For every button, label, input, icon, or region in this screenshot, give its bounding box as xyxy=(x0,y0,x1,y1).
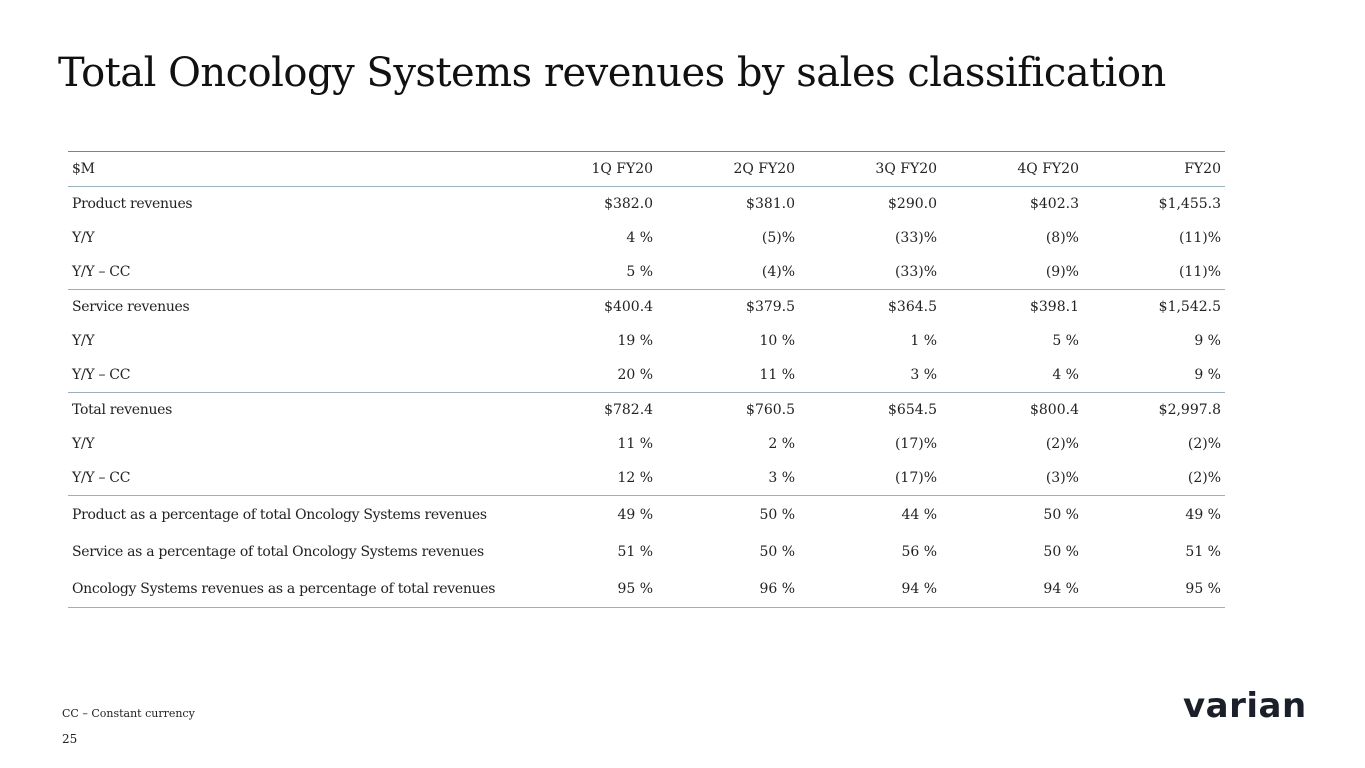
row-label: Product as a percentage of total Oncolog… xyxy=(72,506,487,523)
table-cell: 50 % xyxy=(759,543,796,560)
table-cell: (11)% xyxy=(1178,230,1221,246)
table-cell: (33)% xyxy=(894,230,938,246)
table-cell: 3 % xyxy=(910,367,938,383)
table-cell: (8)% xyxy=(1045,230,1079,246)
table-cell: $782.4 xyxy=(604,402,654,418)
slide-title: Total Oncology Systems revenues by sales… xyxy=(58,50,1166,96)
table-cell: 51 % xyxy=(1185,543,1221,560)
table-cell: $2,997.8 xyxy=(1158,402,1221,418)
table-cell: $364.5 xyxy=(888,299,938,315)
table-cell: 50 % xyxy=(1043,506,1079,523)
table-cell: (17)% xyxy=(894,470,938,486)
table-cell: (2)% xyxy=(1187,436,1221,452)
table-row: Total revenues $782.4 $760.5 $654.5 $800… xyxy=(68,392,1225,428)
table-cell: $402.3 xyxy=(1029,196,1079,212)
table-cell: 94 % xyxy=(901,580,938,597)
table-cell: 44 % xyxy=(901,506,938,523)
table-cell: 50 % xyxy=(1043,543,1079,560)
footnote: CC – Constant currency xyxy=(62,707,195,720)
table-cell: $400.4 xyxy=(604,299,654,315)
table-cell: $379.5 xyxy=(746,299,796,315)
table-row: Y/Y – CC 12 % 3 % (17)% (3)% (2)% xyxy=(68,461,1225,496)
table-cell: 11 % xyxy=(617,436,654,452)
table-cell: 12 % xyxy=(617,470,654,486)
table-cell: 2 % xyxy=(768,436,796,452)
row-label: Y/Y xyxy=(72,333,95,349)
row-label: Service revenues xyxy=(72,299,190,315)
row-label: Y/Y – CC xyxy=(72,470,131,486)
table-cell: 3 % xyxy=(768,470,796,486)
table-cell: 96 % xyxy=(759,580,796,597)
table-cell: $290.0 xyxy=(888,196,938,212)
table-cell: (11)% xyxy=(1178,264,1221,280)
table-cell: 49 % xyxy=(617,506,654,523)
table-cell: 4 % xyxy=(626,230,654,246)
table-cell: (2)% xyxy=(1045,436,1079,452)
row-label: Oncology Systems revenues as a percentag… xyxy=(72,580,496,597)
table-cell: (2)% xyxy=(1187,470,1221,486)
table-cell: 4 % xyxy=(1052,367,1079,383)
table-cell: $398.1 xyxy=(1029,299,1079,315)
table-cell: $760.5 xyxy=(746,402,796,418)
row-label: Y/Y – CC xyxy=(72,367,131,383)
revenue-table: $M 1Q FY20 2Q FY20 3Q FY20 4Q FY20 FY20 … xyxy=(68,151,1225,608)
table-cell: (17)% xyxy=(894,436,938,452)
table-cell: (9)% xyxy=(1045,264,1079,280)
row-label: Y/Y xyxy=(72,230,95,246)
table-cell: $1,542.5 xyxy=(1158,299,1221,315)
table-cell: $654.5 xyxy=(888,402,938,418)
header-cell-2q-fy20: 2Q FY20 xyxy=(733,161,796,177)
table-cell: 11 % xyxy=(759,367,796,383)
table-cell: 94 % xyxy=(1043,580,1079,597)
table-cell: 5 % xyxy=(626,264,654,280)
varian-logo: varian xyxy=(1183,686,1307,726)
table-header-row: $M 1Q FY20 2Q FY20 3Q FY20 4Q FY20 FY20 xyxy=(68,151,1225,187)
table-cell: 49 % xyxy=(1185,506,1221,523)
table-cell: 5 % xyxy=(1052,333,1079,349)
table-row: Product revenues $382.0 $381.0 $290.0 $4… xyxy=(68,187,1225,222)
table-row: Product as a percentage of total Oncolog… xyxy=(68,495,1225,534)
table-row: Y/Y 19 % 10 % 1 % 5 % 9 % xyxy=(68,324,1225,358)
table-cell: $382.0 xyxy=(604,196,654,212)
table-row: Service revenues $400.4 $379.5 $364.5 $3… xyxy=(68,289,1225,325)
table-row: Y/Y – CC 20 % 11 % 3 % 4 % 9 % xyxy=(68,358,1225,393)
table-row: Y/Y 11 % 2 % (17)% (2)% (2)% xyxy=(68,427,1225,461)
table-cell: (5)% xyxy=(761,230,796,246)
header-cell-fy20: FY20 xyxy=(1184,161,1221,177)
table-row: Y/Y – CC 5 % (4)% (33)% (9)% (11)% xyxy=(68,255,1225,290)
page-number: 25 xyxy=(62,732,78,746)
table-cell: 95 % xyxy=(617,580,654,597)
table-cell: 50 % xyxy=(759,506,796,523)
table-cell: $381.0 xyxy=(746,196,796,212)
row-label: Service as a percentage of total Oncolog… xyxy=(72,543,484,560)
table-cell: $1,455.3 xyxy=(1158,196,1221,212)
table-cell: 20 % xyxy=(617,367,654,383)
row-label: Total revenues xyxy=(72,402,173,418)
header-cell-4q-fy20: 4Q FY20 xyxy=(1017,161,1079,177)
table-cell: 9 % xyxy=(1194,333,1221,349)
table-cell: 95 % xyxy=(1185,580,1221,597)
header-cell-3q-fy20: 3Q FY20 xyxy=(875,161,938,177)
table-cell: (3)% xyxy=(1045,470,1079,486)
table-cell: 56 % xyxy=(901,543,938,560)
row-label: Y/Y – CC xyxy=(72,264,131,280)
table-cell: (33)% xyxy=(894,264,938,280)
table-cell: 51 % xyxy=(617,543,654,560)
table-cell: 10 % xyxy=(759,333,796,349)
table-cell: $800.4 xyxy=(1029,402,1079,418)
header-cell-1q-fy20: 1Q FY20 xyxy=(591,161,654,177)
row-label: Product revenues xyxy=(72,196,193,212)
table-row: Service as a percentage of total Oncolog… xyxy=(68,533,1225,570)
table-cell: 9 % xyxy=(1194,367,1221,383)
table-cell: 19 % xyxy=(617,333,654,349)
table-row: Oncology Systems revenues as a percentag… xyxy=(68,570,1225,608)
row-label: Y/Y xyxy=(72,436,95,452)
table-cell: (4)% xyxy=(761,264,796,280)
header-cell-unit: $M xyxy=(72,161,95,177)
table-row: Y/Y 4 % (5)% (33)% (8)% (11)% xyxy=(68,221,1225,255)
table-cell: 1 % xyxy=(910,333,938,349)
